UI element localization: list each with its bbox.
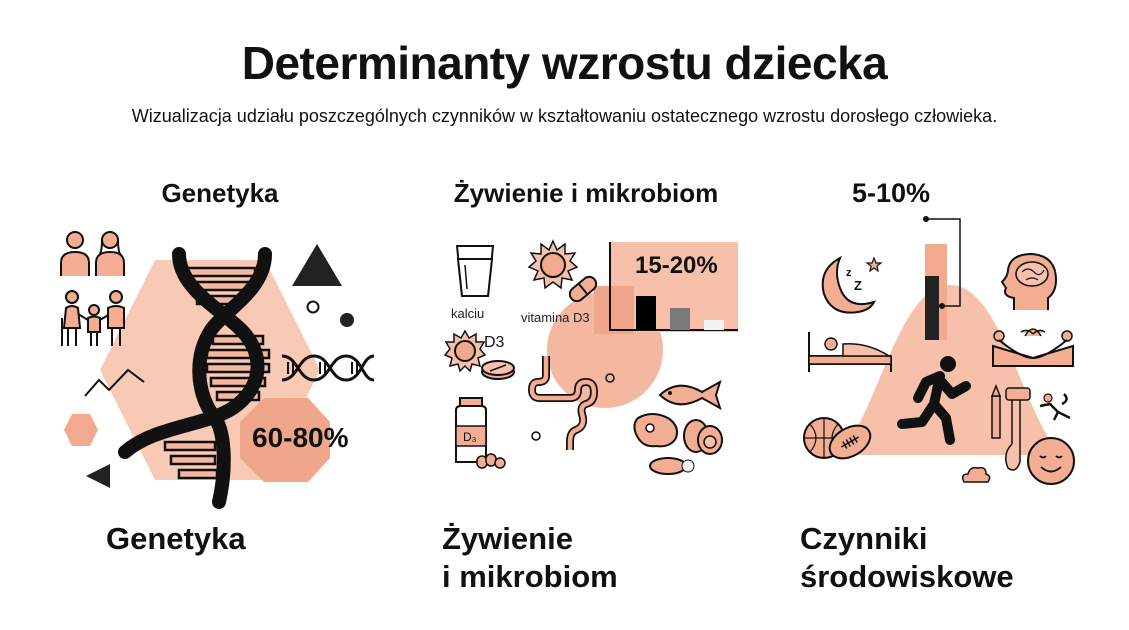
- smile-face-icon: [1027, 437, 1075, 485]
- milk-glass-icon: [455, 245, 495, 297]
- svg-text:Z: Z: [854, 278, 862, 293]
- small-dna-icon: [281, 354, 375, 382]
- moon-sleep-icon: z Z: [821, 255, 883, 314]
- circle-icon: [306, 300, 320, 314]
- nutrition-label: Żywienie i mikrobiom: [442, 520, 618, 596]
- brain-head-icon: [1000, 252, 1058, 310]
- sun-icon: [527, 239, 579, 290]
- tools-icon: [990, 383, 1031, 471]
- dot-icon: [340, 313, 354, 327]
- page-title: Determinanty wzrostu dziecka: [241, 37, 888, 89]
- genetics-stat: 60-80%: [252, 422, 349, 453]
- triangle-small-icon: [86, 464, 110, 488]
- environment-label-line2: środowiskowe: [800, 559, 1014, 594]
- bar-chart-icon: [594, 242, 738, 334]
- environment-heading: 5-10%: [852, 178, 931, 208]
- d3-text: D3: [484, 334, 505, 351]
- vitamin-d3-label: vitamina D3: [521, 310, 590, 325]
- egg-slice-icon: [649, 457, 695, 475]
- pill-icon: [568, 275, 598, 303]
- bar-indicator-icon: [923, 216, 961, 340]
- triangle-icon: [292, 244, 342, 286]
- sports-balls-icon: [803, 417, 872, 460]
- dna-helix-icon: [118, 247, 272, 509]
- page-subtitle: Wizualizacja udziału poszczególnych czyn…: [131, 106, 998, 126]
- sun-d3-icon: [443, 329, 487, 373]
- calcium-label: kalciu: [451, 306, 485, 321]
- fish-icon: [658, 379, 722, 411]
- intestine-icon: [527, 356, 615, 450]
- runner-icon: [897, 356, 971, 445]
- eggs-icon: [683, 419, 723, 455]
- nutrition-label-line2: i mikrobiom: [442, 559, 618, 594]
- d3-bottle-icon: D₃: [455, 397, 506, 469]
- cloud-icon: [961, 466, 991, 483]
- family-icon: [61, 290, 125, 346]
- genetics-heading: Genetyka: [161, 178, 279, 208]
- bed-icon: [808, 332, 892, 372]
- meat-icon: [633, 413, 678, 448]
- genetics-label: Genetyka: [106, 521, 246, 556]
- dancer-icon: [1039, 393, 1071, 421]
- environment-label: Czynniki środowiskowe: [800, 520, 1014, 596]
- stat-octagon: [240, 398, 330, 482]
- parents-icon: [60, 231, 125, 276]
- svg-text:D₃: D₃: [463, 430, 477, 444]
- svg-text:z: z: [846, 267, 852, 279]
- zigzag-icon: [84, 368, 145, 397]
- hexagon-icon: [64, 414, 98, 446]
- nutrition-label-line1: Żywienie: [442, 521, 573, 556]
- nutrition-heading: Żywienie i mikrobiom: [453, 178, 719, 208]
- environment-label-line1: Czynniki: [800, 521, 928, 556]
- nutrition-stat: 15-20%: [635, 252, 718, 279]
- tablet-icon: [481, 360, 515, 380]
- meditation-icon: [992, 328, 1074, 367]
